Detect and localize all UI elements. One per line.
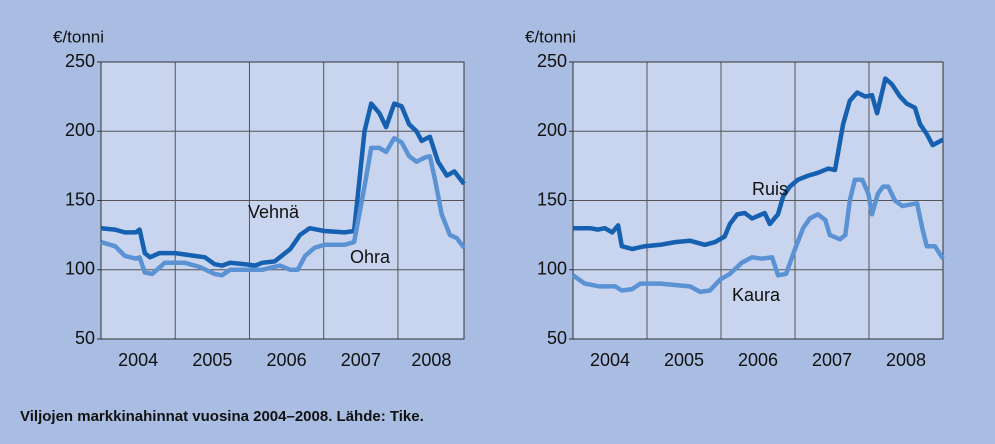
series-label: Kaura <box>732 285 781 305</box>
y-tick-label: 100 <box>537 259 567 279</box>
plot-frame <box>100 61 465 340</box>
x-tick-label: 2006 <box>738 350 778 370</box>
y-tick-label: 250 <box>65 51 95 71</box>
x-tick-label: 2007 <box>341 350 381 370</box>
y-axis-label: €/tonni <box>525 27 576 46</box>
x-tick-label: 2006 <box>267 350 307 370</box>
x-tick-label: 2008 <box>886 350 926 370</box>
series-line <box>100 135 466 278</box>
y-tick-label: 100 <box>65 259 95 279</box>
series-line <box>573 76 945 252</box>
y-axis-label: €/tonni <box>53 27 104 46</box>
plot-frame <box>572 61 944 340</box>
series-line <box>100 101 466 268</box>
x-tick-label: 2007 <box>812 350 852 370</box>
x-tick-label: 2005 <box>664 350 704 370</box>
y-tick-label: 150 <box>537 189 567 209</box>
y-tick-label: 150 <box>65 189 95 209</box>
x-tick-label: 2004 <box>118 350 158 370</box>
series-label: Ruis <box>752 179 788 199</box>
y-tick-label: 50 <box>547 328 567 348</box>
series-label: Vehnä <box>248 202 300 222</box>
x-tick-label: 2004 <box>590 350 630 370</box>
caption: Viljojen markkinahinnat vuosina 2004–200… <box>20 408 424 425</box>
y-tick-label: 250 <box>537 51 567 71</box>
y-tick-label: 200 <box>537 120 567 140</box>
x-tick-label: 2008 <box>411 350 451 370</box>
series-label: Ohra <box>350 247 391 267</box>
y-tick-label: 200 <box>65 120 95 140</box>
y-tick-label: 50 <box>75 328 95 348</box>
x-tick-label: 2005 <box>192 350 232 370</box>
series-line <box>571 177 945 295</box>
